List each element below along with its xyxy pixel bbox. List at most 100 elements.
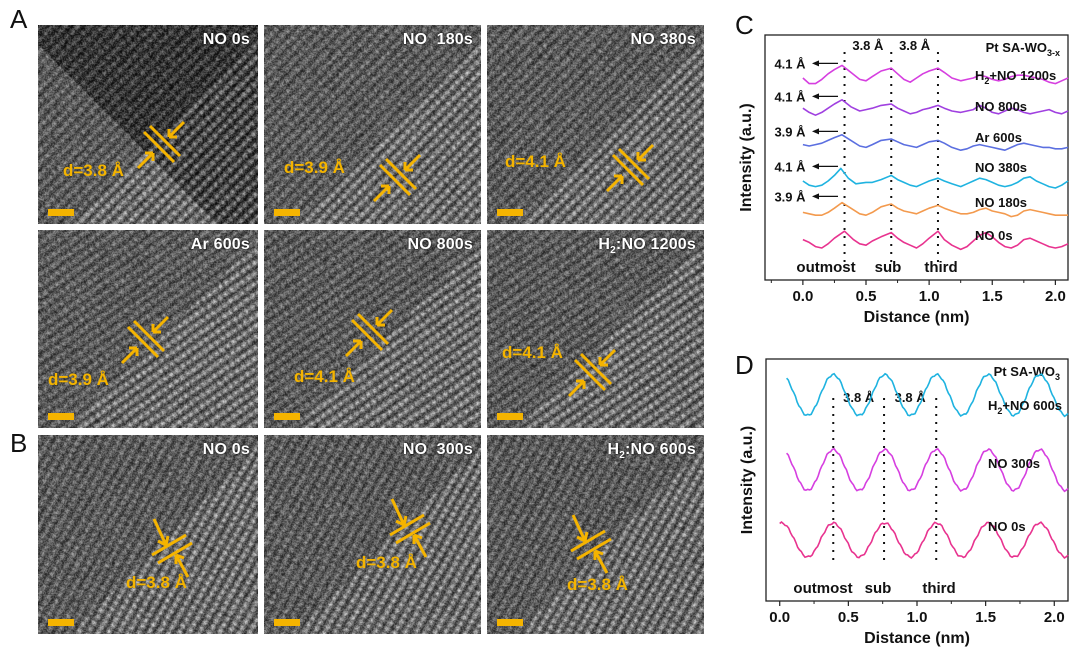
condition-label: NO 180s (402, 31, 473, 48)
condition-label: NO 380s (630, 31, 696, 48)
x-tick-label: 0.0 (792, 288, 813, 305)
arrow-in-top (151, 315, 170, 334)
scale-bar (497, 209, 523, 216)
condition-label: NO 800s (407, 236, 473, 253)
plot-frame (764, 34, 1069, 281)
x-axis-label: Distance (nm) (864, 309, 970, 326)
x-tick-label: 1.5 (982, 288, 1003, 305)
arrow-in-bottom (567, 379, 586, 398)
x-tick-label: 1.0 (919, 288, 940, 305)
lattice-line-1 (126, 325, 160, 359)
x-tick-label: 0.5 (856, 288, 877, 305)
layer-label: outmost (793, 580, 852, 597)
lattice-line-1 (378, 163, 412, 197)
condition-suffix: :NO 600s (625, 441, 696, 458)
arrow-in-bottom (344, 339, 363, 358)
condition-subscript: 2 (619, 450, 626, 462)
y-axis-label: Intensity (a.u.) (739, 426, 756, 534)
x-tick-label: 0.0 (769, 609, 790, 626)
d-spacing-marker-icon (389, 498, 431, 558)
lattice-line-2 (157, 541, 193, 565)
series-label: H2+NO 1200s (975, 68, 1056, 86)
scale-bar (48, 209, 74, 216)
panel-label-a: A (10, 4, 28, 34)
d-spacing-label: d=4.1 Å (505, 152, 566, 171)
panel-label-b: B (10, 428, 28, 458)
panel-label-d: D (735, 350, 754, 380)
x-axis-label: Distance (nm) (864, 630, 970, 647)
shift-arrow-head-icon (812, 128, 819, 135)
arrow-in-bottom (412, 533, 428, 558)
d-spacing-label: d=4.1 Å (294, 367, 355, 386)
series-label: Ar 600s (975, 130, 1022, 145)
d-spacing-marker-icon (151, 518, 193, 578)
d-spacing-label: d=3.8 Å (356, 553, 417, 572)
label-subscript: 2 (984, 76, 989, 86)
label-subscript: 2 (997, 406, 1002, 416)
x-tick-label: 0.5 (838, 609, 859, 626)
x-tick-label: 1.5 (975, 609, 996, 626)
arrow-in-top (636, 143, 655, 162)
lattice-line-2 (395, 521, 431, 545)
series-line-3 (802, 134, 1069, 151)
tem-image-a-no-0s: NO 0s d=3.8 Å (38, 25, 258, 224)
d-spacing-marker-icon (136, 120, 186, 170)
label-suffix: +NO 600s (1002, 398, 1062, 413)
lattice-line-2 (617, 147, 651, 181)
d-spacing-label: d=4.1 Å (502, 343, 563, 362)
label-subscript: 3-x (1047, 48, 1060, 58)
shift-arrow-head-icon (812, 163, 819, 170)
tem-image-b-no-0s: NO 0s d=3.8 Å (38, 435, 258, 634)
layer-label: third (924, 259, 957, 276)
arrow-in-bottom (174, 553, 190, 578)
series-line-0 (802, 230, 1069, 251)
arrow-in-top (152, 518, 170, 547)
condition-suffix: :NO 1200s (615, 236, 696, 253)
d-spacing-marker-icon (120, 315, 170, 365)
d-spacing-label: d=3.9 Å (284, 158, 345, 177)
d-spacing-marker-icon (570, 514, 612, 574)
spacing-annotation: 3.8 Å (843, 390, 875, 405)
lattice-line-1 (151, 533, 187, 557)
d-spacing-label: d=3.8 Å (63, 161, 124, 180)
arrow-in-bottom (136, 151, 155, 170)
spacing-annotation: 3.8 Å (852, 38, 884, 53)
scale-bar (497, 619, 523, 626)
arrow-in-bottom (593, 549, 609, 574)
x-tick-label: 2.0 (1045, 288, 1066, 305)
lattice-line-2 (148, 124, 182, 158)
condition-label: Ar 600s (190, 236, 250, 253)
tem-image-a-no-800s: NO 800s d=4.1 Å (264, 230, 481, 428)
condition-label: NO 0s (202, 31, 250, 48)
series-label: NO 300s (988, 456, 1040, 471)
label-main: H (975, 68, 984, 83)
label-main: Pt SA-WO (986, 40, 1047, 55)
y-axis-label: Intensity (a.u.) (738, 103, 755, 211)
d-spacing-marker-icon (567, 348, 617, 398)
shift-arrow-head-icon (812, 93, 819, 100)
condition-prefix: H (598, 236, 611, 253)
d-spacing-label: d=3.8 Å (567, 575, 628, 594)
condition-subscript: 2 (610, 245, 616, 257)
scale-bar (497, 413, 523, 420)
x-tick-label: 1.0 (907, 609, 928, 626)
layer-label: sub (865, 580, 892, 597)
tem-image-b-h2-no-600s: H2:NO 600s d=3.8 Å (487, 435, 704, 634)
lattice-line-1 (389, 513, 425, 537)
label-suffix: +NO 1200s (989, 68, 1056, 83)
arrow-in-bottom (120, 346, 139, 365)
lattice-line-1 (573, 358, 607, 392)
series-line-5 (802, 64, 1069, 85)
series-line-2 (786, 372, 1069, 418)
arrow-in-bottom (605, 174, 624, 193)
arrow-in-bottom (372, 184, 391, 203)
lattice-line-2 (356, 312, 390, 346)
shift-arrow-head-icon (812, 60, 819, 67)
spacing-annotation: 3.8 Å (899, 38, 931, 53)
chart-title: Pt SA-WO3 (994, 364, 1060, 382)
lattice-line-2 (132, 319, 166, 353)
tem-image-a-no-180s: NO 180s d=3.9 Å (264, 25, 481, 224)
shift-arrow-head-icon (812, 193, 819, 200)
layer-label: outmost (796, 259, 855, 276)
layer-label: third (922, 580, 955, 597)
